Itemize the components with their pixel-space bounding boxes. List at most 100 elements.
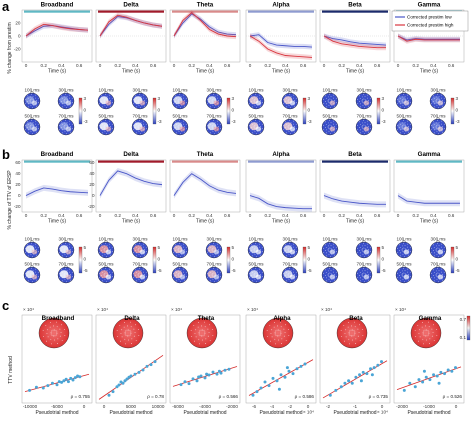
electrode-dot [293, 102, 295, 104]
electrode-dot [332, 97, 334, 99]
head-blob [179, 249, 186, 255]
head-blob [65, 126, 72, 132]
head-blob [65, 100, 72, 106]
electrode-dot [140, 122, 142, 124]
topoplot-head [171, 90, 189, 110]
topoplot-head [97, 239, 115, 259]
electrode-dot [135, 244, 136, 246]
electrode-dot [361, 100, 363, 101]
electrode-dot [259, 268, 260, 270]
electrode-dot [145, 271, 147, 273]
electrode-dot [175, 95, 176, 97]
electrode-dot [291, 104, 293, 106]
electrode-dot [402, 276, 404, 278]
row-c-xtick: -5000 [51, 404, 63, 409]
electrode-dot [259, 120, 260, 122]
electrode-dot [285, 269, 286, 271]
electrode-dot [274, 332, 276, 333]
row-c-y-exponent: × 10⁴ [321, 307, 332, 312]
electrode-dot [361, 274, 363, 275]
electrode-dot [70, 100, 71, 102]
electrode-dot [72, 276, 73, 277]
electrode-dot [349, 343, 351, 345]
scatter-point [207, 373, 211, 377]
electrode-dot [135, 98, 137, 100]
electrode-dot [217, 120, 218, 122]
electrode-dot [142, 246, 144, 248]
electrode-dot [207, 103, 209, 105]
electrode-dot [64, 130, 66, 132]
electrode-dot [59, 103, 61, 105]
electrode-dot [279, 334, 281, 336]
electrode-dot [327, 249, 329, 250]
electrode-dot [289, 267, 290, 269]
electrode-dot [121, 329, 123, 331]
electrode-dot [25, 103, 27, 105]
electrode-dot [288, 248, 290, 249]
head-blob [213, 100, 220, 106]
electrode-dot [70, 254, 71, 256]
row-b-xtick: 0 [323, 213, 326, 218]
electrode-dot [137, 270, 139, 272]
electrode-dot [194, 332, 196, 334]
electrode-dot [444, 128, 445, 129]
electrode-dot [181, 253, 183, 255]
electrode-dot [179, 102, 181, 104]
row-a-ci-band [250, 32, 312, 50]
electrode-dot [328, 278, 330, 280]
electrode-dot [406, 271, 408, 273]
electrode-dot [443, 97, 445, 99]
row-a-xlabel: Time (s) [420, 69, 438, 75]
electrode-dot [36, 105, 37, 107]
electrode-dot [288, 276, 290, 278]
electrode-dot [438, 256, 439, 258]
electrode-dot [106, 102, 108, 103]
electrode-dot [178, 102, 180, 104]
electrode-dot [340, 330, 342, 332]
electrode-dot [289, 98, 291, 100]
electrode-dot [401, 126, 403, 127]
electrode-dot [195, 329, 197, 331]
electrode-dot [199, 330, 201, 332]
electrode-dot [135, 124, 137, 126]
electrode-dot [249, 125, 250, 126]
electrode-dot [285, 124, 287, 126]
electrode-dot [257, 250, 259, 251]
electrode-dot [116, 330, 118, 332]
topo-time-label: 500 ms [24, 114, 40, 119]
electrode-dot [209, 274, 210, 276]
electrode-dot [255, 267, 256, 269]
electrode-dot [64, 248, 66, 249]
electrode-dot [433, 340, 435, 341]
electrode-dot [256, 128, 258, 129]
electrode-dot [176, 277, 178, 279]
electrode-dot [108, 271, 110, 273]
electrode-dot [361, 245, 363, 247]
electrode-dot [409, 271, 411, 273]
electrode-dot [25, 129, 27, 131]
row-a-title-broadband: Broadband [41, 2, 74, 9]
electrode-dot [106, 256, 107, 258]
electrode-dot [436, 125, 438, 126]
electrode-dot [252, 106, 253, 108]
electrode-dot [214, 128, 216, 129]
electrode-dot [285, 98, 287, 100]
electrode-dot [141, 273, 143, 275]
electrode-dot [105, 98, 107, 100]
scatter-point [191, 377, 195, 381]
electrode-dot [257, 130, 259, 132]
electrode-dot [357, 129, 359, 131]
head-blob [255, 274, 262, 280]
topoplot-head [131, 116, 149, 136]
electrode-dot [441, 94, 442, 96]
electrode-dot [143, 94, 144, 96]
electrode-dot [328, 251, 330, 253]
electrode-dot [326, 255, 327, 257]
electrode-dot [428, 331, 430, 333]
electrode-dot [61, 121, 62, 123]
electrode-dot [254, 102, 256, 104]
electrode-dot [103, 245, 105, 247]
electrode-dot [102, 103, 104, 105]
